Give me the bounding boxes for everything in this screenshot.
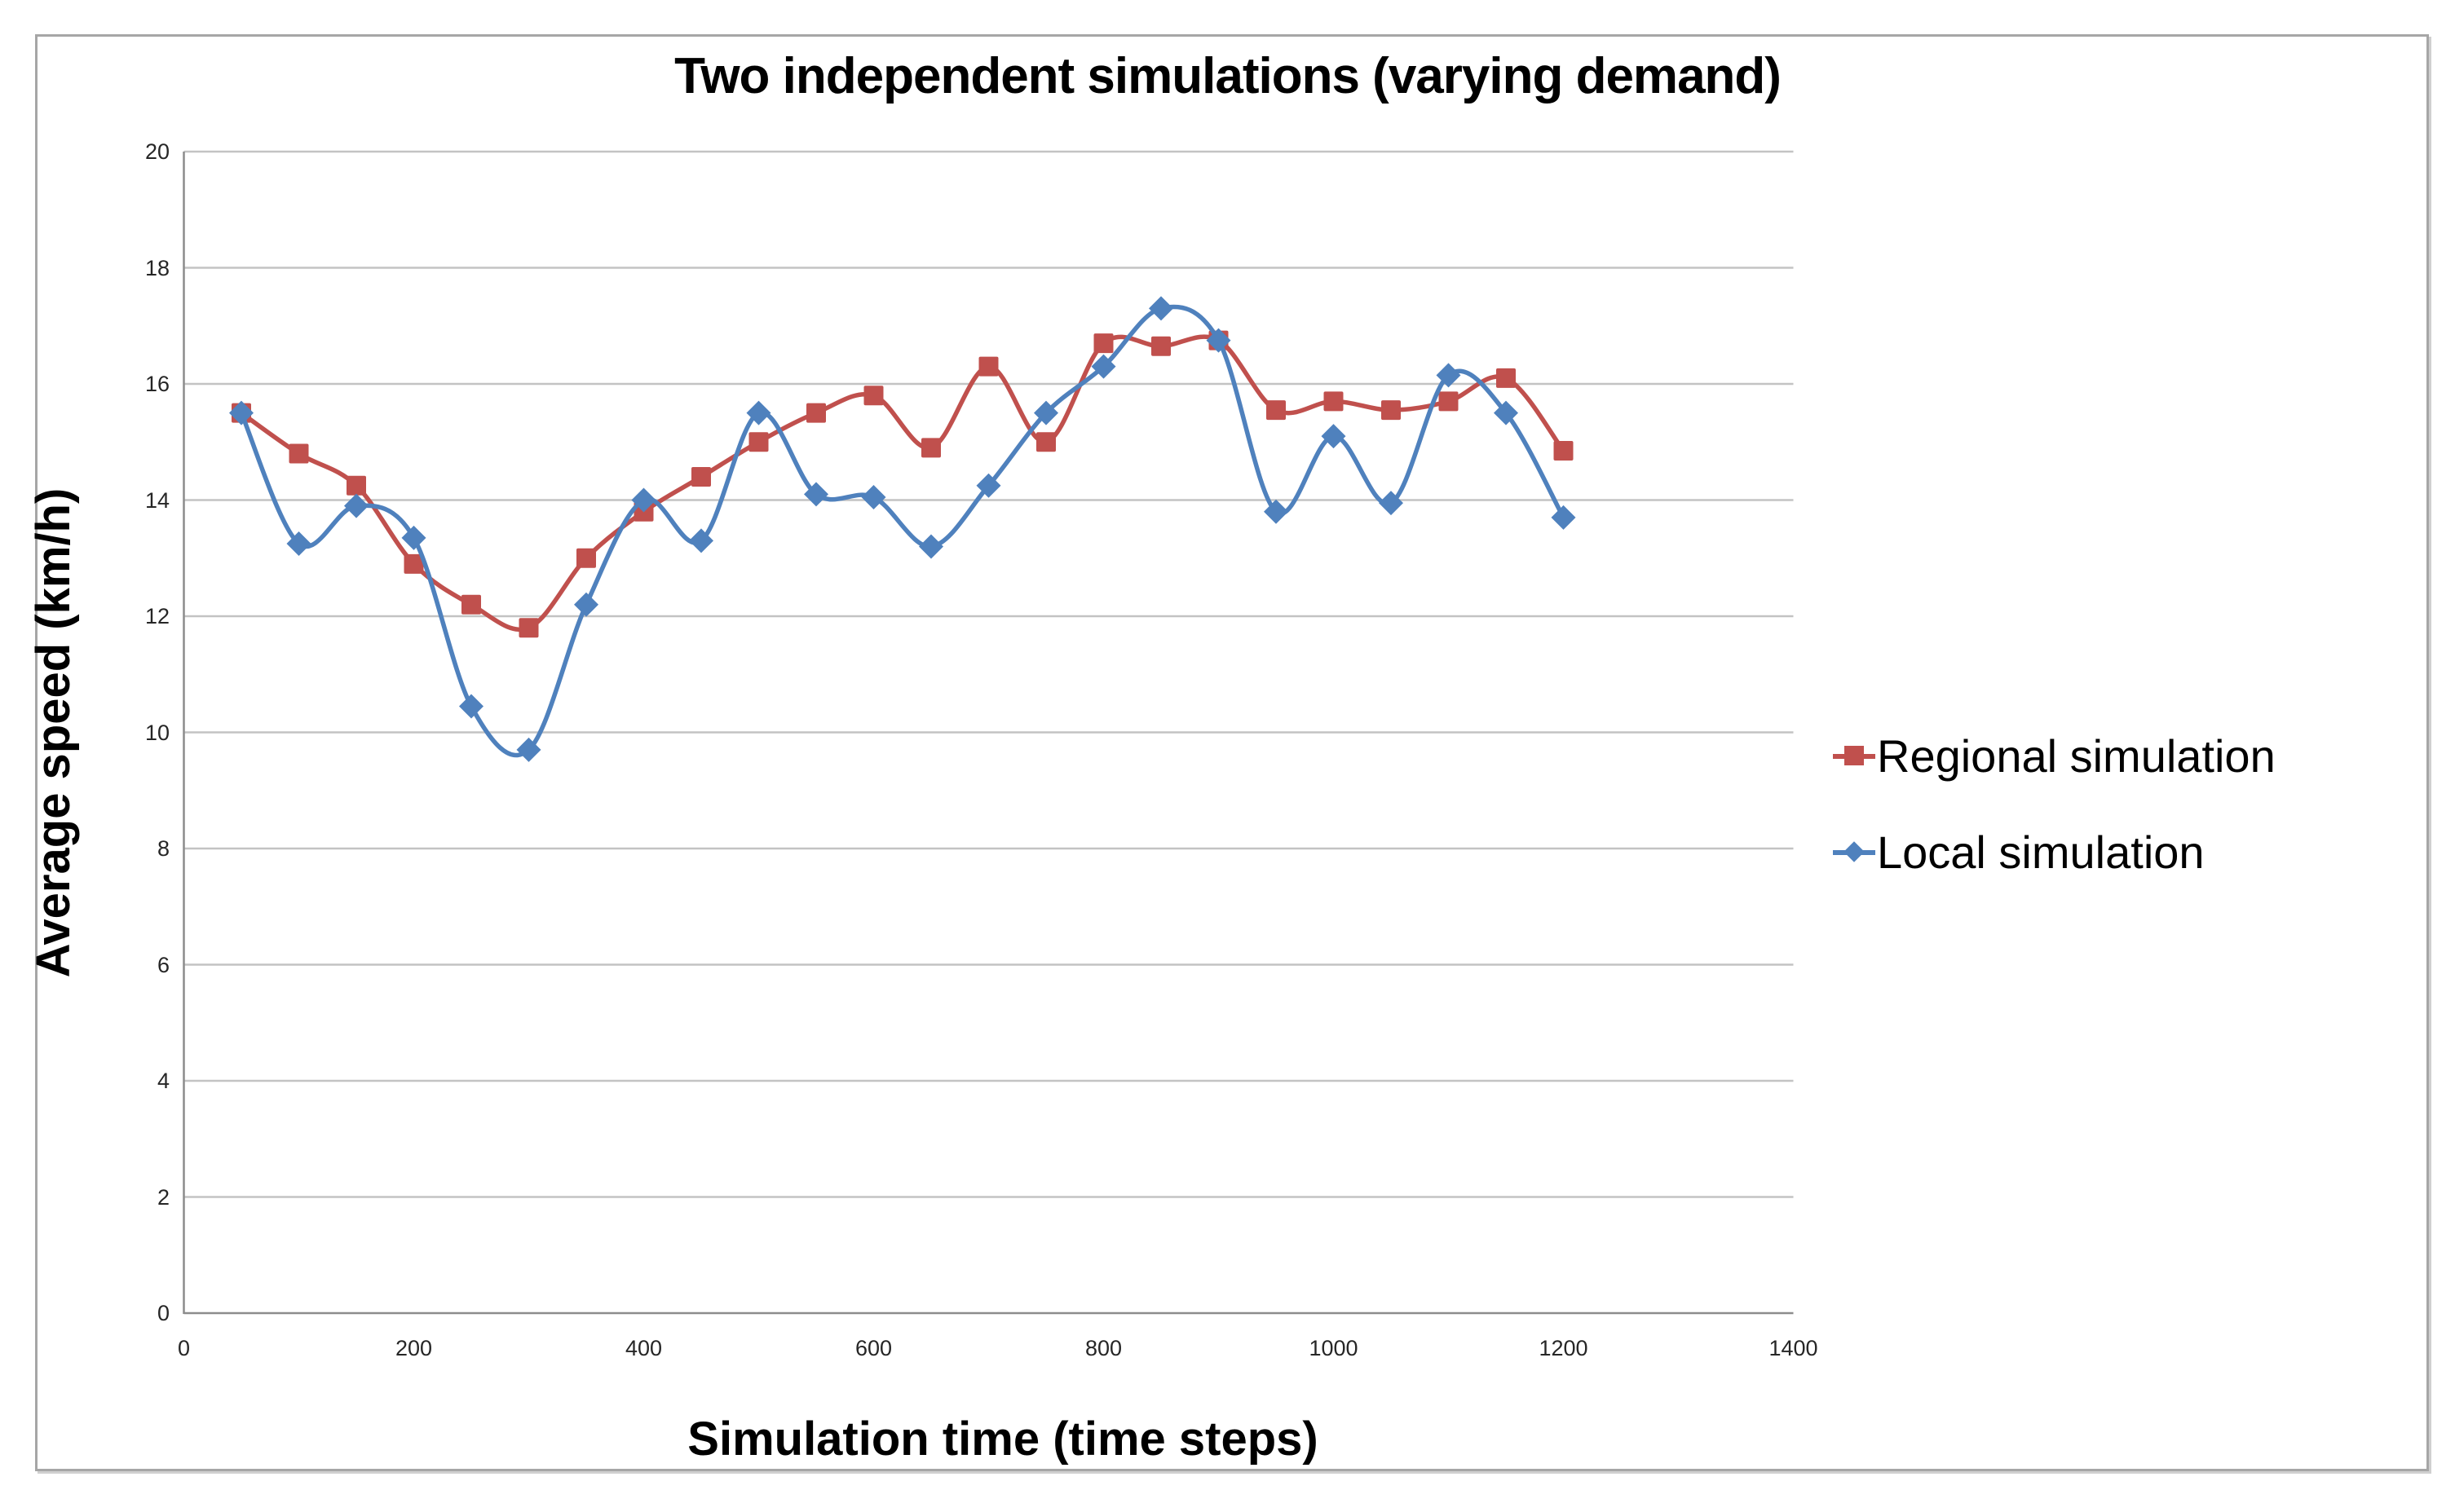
data-point-marker <box>919 534 943 559</box>
data-point-marker <box>631 487 656 513</box>
data-point-marker <box>519 618 539 638</box>
y-tick-label: 2 <box>157 1184 170 1210</box>
x-tick-label: 200 <box>395 1336 433 1360</box>
data-point-marker <box>748 432 769 452</box>
data-point-marker <box>1379 491 1403 516</box>
data-point-marker <box>1264 499 1288 524</box>
y-tick-label: 0 <box>157 1301 170 1325</box>
legend-item-local[interactable]: Local simulation <box>1833 804 2276 900</box>
data-point-marker <box>921 438 941 458</box>
legend-label-local: Local simulation <box>1877 826 2205 878</box>
legend-label-regional: Regional simulation <box>1877 730 2276 782</box>
data-point-marker <box>576 548 596 568</box>
data-point-marker <box>1149 296 1173 321</box>
chart-border <box>35 34 2429 1471</box>
data-point-marker <box>976 473 1001 498</box>
legend-item-regional[interactable]: Regional simulation <box>1833 708 2276 804</box>
data-point-marker <box>1151 336 1171 356</box>
chart-title: Two independent simulations (varying dem… <box>674 48 1782 104</box>
y-tick-label: 14 <box>144 487 170 513</box>
data-point-marker <box>289 443 309 464</box>
series-line-0 <box>239 334 1566 632</box>
data-point-marker <box>401 525 426 550</box>
data-point-marker <box>1036 432 1056 452</box>
square-marker-icon <box>1833 743 1875 769</box>
data-point-marker <box>804 482 828 507</box>
x-tick-label: 1400 <box>1768 1336 1818 1360</box>
data-point-marker <box>691 467 711 487</box>
diamond-marker-icon <box>1833 839 1875 865</box>
x-tick-label: 800 <box>1084 1336 1123 1360</box>
data-point-marker <box>1551 505 1576 530</box>
data-point-marker <box>516 737 541 762</box>
x-tick-label: 400 <box>625 1336 663 1360</box>
data-point-marker <box>746 400 771 425</box>
data-point-marker <box>1436 363 1461 388</box>
data-point-marker <box>344 493 369 518</box>
data-point-marker <box>1206 328 1231 353</box>
x-tick-label: 0 <box>177 1336 191 1360</box>
data-point-marker <box>861 484 886 509</box>
data-point-marker <box>347 475 366 496</box>
data-point-marker <box>1553 440 1574 461</box>
data-point-marker <box>1381 400 1401 421</box>
y-tick-label: 4 <box>157 1069 170 1093</box>
data-point-marker <box>1266 400 1286 421</box>
data-point-marker <box>1321 424 1346 449</box>
x-tick-label: 1000 <box>1309 1336 1358 1360</box>
x-tick-label: 600 <box>854 1336 893 1360</box>
data-point-marker <box>1091 354 1116 379</box>
y-tick-label: 20 <box>144 139 170 164</box>
y-tick-label: 12 <box>144 604 170 628</box>
data-point-marker <box>1494 400 1518 425</box>
data-point-marker <box>1496 368 1516 388</box>
data-point-marker <box>689 528 713 553</box>
y-tick-label: 18 <box>144 255 170 280</box>
data-point-marker <box>863 386 884 406</box>
data-point-marker <box>806 403 826 423</box>
data-point-marker <box>459 694 483 719</box>
data-point-marker <box>574 592 598 617</box>
data-point-marker <box>1093 333 1114 354</box>
series-line-1 <box>239 304 1566 758</box>
data-point-marker <box>1034 400 1058 425</box>
data-point-marker <box>404 553 424 574</box>
data-point-marker <box>1438 391 1459 412</box>
data-point-marker <box>286 531 311 556</box>
y-tick-label: 8 <box>157 836 170 861</box>
data-point-marker <box>461 594 481 615</box>
y-tick-label: 16 <box>144 372 170 396</box>
x-axis-title: Simulation time (time steps) <box>687 1413 1318 1466</box>
y-tick-label: 6 <box>157 952 170 977</box>
data-point-marker <box>229 400 254 425</box>
y-tick-label: 10 <box>144 720 170 745</box>
legend: Regional simulation Local simulation <box>1833 708 2276 900</box>
data-point-marker <box>1323 391 1344 412</box>
data-point-marker <box>978 356 999 377</box>
x-tick-label: 1200 <box>1539 1336 1588 1360</box>
